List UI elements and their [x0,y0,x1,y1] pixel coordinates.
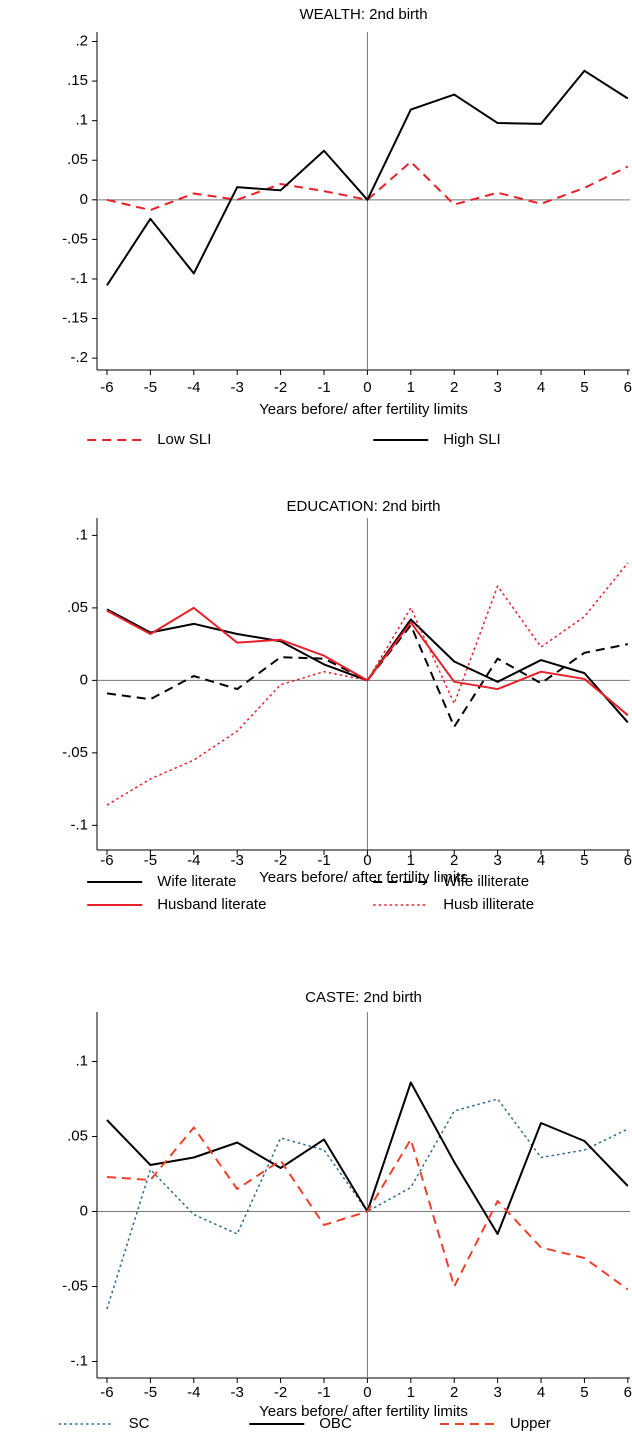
x-tick-label: -4 [187,1384,200,1401]
x-tick-label: -5 [144,379,157,396]
x-tick-label: -6 [100,379,113,396]
x-tick-label: -4 [187,852,200,869]
legend-label: OBC [319,1415,352,1432]
y-tick-label: -.1 [70,270,88,287]
x-tick-label: 5 [580,379,588,396]
x-tick-label: 4 [537,852,545,869]
y-tick-label: -.1 [70,1352,88,1369]
y-tick-label: -.1 [70,816,88,833]
series-line [106,624,629,728]
y-tick-label: .1 [75,1052,88,1069]
x-tick-label: -6 [100,852,113,869]
x-tick-label: 4 [537,1384,545,1401]
series-line [106,1098,629,1310]
y-tick-label: .1 [75,112,88,129]
y-tick-label: 0 [80,191,88,208]
x-tick-label: -1 [317,852,330,869]
x-tick-label: -2 [274,852,287,869]
x-tick-label: 2 [450,379,458,396]
chart-title: WEALTH: 2nd birth [299,6,427,23]
y-tick-label: -.2 [70,349,88,366]
y-tick-label: .1 [75,526,88,543]
y-tick-label: -.05 [62,1277,88,1294]
legend-label: Wife illiterate [443,873,529,890]
x-tick-label: 6 [624,1384,632,1401]
x-tick-label: 2 [450,852,458,869]
x-tick-label: 5 [580,1384,588,1401]
x-axis-label: Years before/ after fertility limits [259,869,468,886]
legend-label: High SLI [443,431,501,448]
x-tick-label: -3 [231,1384,244,1401]
x-tick-label: -5 [144,1384,157,1401]
series-line [106,69,629,286]
x-axis-label: Years before/ after fertility limits [259,1403,468,1420]
x-tick-label: 1 [407,852,415,869]
legend-label: Wife literate [157,873,236,890]
y-tick-label: .15 [67,72,88,89]
x-axis-label: Years before/ after fertility limits [259,401,468,418]
y-tick-label: -.15 [62,310,88,327]
legend-label: Upper [510,1415,551,1432]
x-tick-label: 0 [363,1384,371,1401]
x-tick-label: -2 [274,379,287,396]
x-tick-label: -5 [144,852,157,869]
legend-label: SC [129,1415,150,1432]
x-tick-label: -1 [317,1384,330,1401]
x-tick-label: 3 [493,1384,501,1401]
y-tick-label: -.05 [62,230,88,247]
x-tick-label: 6 [624,852,632,869]
x-tick-label: 5 [580,852,588,869]
y-tick-label: -.05 [62,744,88,761]
x-tick-label: -3 [231,379,244,396]
x-tick-label: 1 [407,1384,415,1401]
chart-title: CASTE: 2nd birth [305,989,422,1006]
y-tick-label: .05 [67,1127,88,1144]
y-tick-label: .2 [75,32,88,49]
x-tick-label: 0 [363,852,371,869]
x-tick-label: 6 [624,379,632,396]
x-tick-label: 1 [407,379,415,396]
x-tick-label: 0 [363,379,371,396]
x-tick-label: 3 [493,852,501,869]
x-tick-label: 3 [493,379,501,396]
series-line [106,160,629,212]
legend-label: Husb illiterate [443,896,534,913]
series-line [106,562,629,806]
x-tick-label: -3 [231,852,244,869]
series-line [106,1126,629,1291]
x-tick-label: -6 [100,1384,113,1401]
y-tick-label: 0 [80,1202,88,1219]
x-tick-label: -1 [317,379,330,396]
y-tick-label: .05 [67,151,88,168]
x-tick-label: -4 [187,379,200,396]
x-tick-label: 4 [537,379,545,396]
x-tick-label: 2 [450,1384,458,1401]
legend-label: Husband literate [157,896,266,913]
y-tick-label: 0 [80,671,88,688]
chart-title: EDUCATION: 2nd birth [287,498,441,515]
legend-label: Low SLI [157,431,211,448]
x-tick-label: -2 [274,1384,287,1401]
y-tick-label: .05 [67,599,88,616]
